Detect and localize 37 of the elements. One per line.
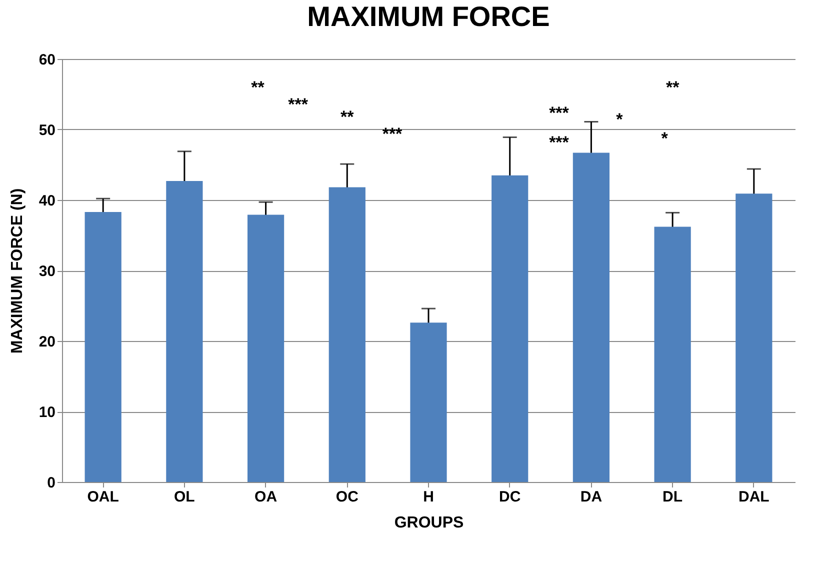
x-tick-label: OC — [336, 488, 359, 506]
y-axis-title: MAXIMUM FORCE (N) — [8, 188, 26, 354]
annotation: *** — [288, 94, 308, 114]
x-tick-label: DA — [580, 488, 602, 506]
annotation: ** — [340, 108, 354, 127]
y-tick-label: 60 — [38, 52, 56, 68]
annotation: ** — [666, 78, 680, 98]
x-tick-label: OAL — [87, 488, 119, 506]
x-tick-label: OL — [174, 488, 195, 506]
annotation: ** — [251, 78, 265, 98]
y-tick-label: 10 — [38, 404, 56, 421]
x-tick-label: OA — [254, 488, 278, 506]
y-tick-label: 20 — [38, 334, 56, 350]
bar — [492, 175, 528, 482]
bar — [247, 214, 284, 482]
bar — [654, 226, 691, 482]
x-tick-label: DC — [499, 488, 521, 506]
x-tick-label: DL — [662, 488, 683, 506]
annotation: * — [661, 128, 668, 148]
bar — [328, 187, 366, 482]
bar — [736, 194, 772, 482]
x-axis-title: GROUPS — [394, 514, 464, 532]
bar — [410, 322, 447, 482]
y-tick-label: 30 — [38, 263, 56, 280]
bar — [166, 180, 203, 482]
y-tick-label: 40 — [38, 192, 56, 210]
x-tick-label: DAL — [738, 488, 770, 506]
bar — [84, 212, 122, 482]
x-tick-label: H — [423, 488, 434, 506]
annotation: *** — [549, 103, 570, 122]
annotation: *** — [549, 133, 570, 152]
y-tick-label: 0 — [47, 474, 56, 492]
bar — [572, 152, 610, 482]
chart-title: MAXIMUM FORCE — [307, 1, 550, 32]
y-tick-label: 50 — [38, 122, 56, 139]
annotation: * — [616, 110, 624, 129]
annotation: *** — [382, 124, 403, 144]
